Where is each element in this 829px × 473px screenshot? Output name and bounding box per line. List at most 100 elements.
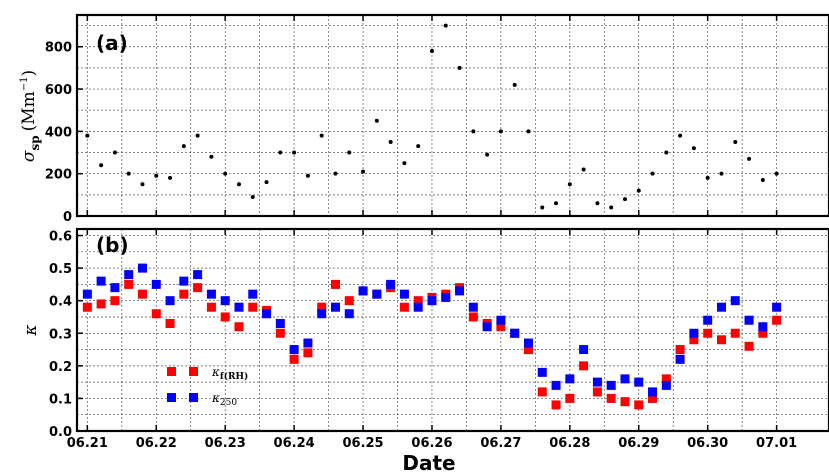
panel-a-point — [636, 188, 641, 193]
kappa-frh-point — [620, 397, 630, 407]
kappa-250-point — [151, 279, 161, 289]
kappa-frh-point — [179, 289, 189, 299]
kappa-frh-point — [151, 309, 161, 319]
kappa-frh-point — [606, 393, 616, 403]
kappa-frh-point — [124, 279, 134, 289]
kappa-frh-point — [317, 302, 327, 312]
panel-b: 06.21 06.22 06.23 06.24 06.25 06.26 06.27 06.28… — [21, 227, 829, 473]
panel-a-point — [305, 173, 310, 178]
panel-a-point — [402, 161, 407, 166]
kappa-frh-point — [537, 387, 547, 397]
panel-a-point — [278, 150, 283, 155]
kappa-250-point — [648, 387, 658, 397]
kappa-frh-point — [634, 400, 644, 410]
panel-a-point — [774, 171, 779, 176]
panel-a-point — [540, 205, 545, 210]
legend-item-kappa-250: κ250 — [167, 391, 237, 408]
legend-item-kappa-frh: κf(RH) — [167, 365, 248, 382]
kappa-frh-point — [675, 345, 685, 355]
kappa-250-point — [399, 289, 409, 299]
kappa-250-point — [565, 374, 575, 384]
kappa-frh-point — [730, 328, 740, 338]
panel-b-label: (b) — [96, 233, 129, 257]
panel-a-point — [678, 133, 683, 138]
legend-marker-red-2 — [189, 367, 198, 376]
panel-a-point — [429, 48, 434, 53]
kappa-250-point — [579, 345, 589, 355]
panel-a-point — [333, 171, 338, 176]
panel-a-point — [140, 182, 145, 187]
kappa-frh-point — [248, 302, 258, 312]
panel-a-point — [236, 182, 241, 187]
panel-b-grid — [77, 229, 829, 431]
panel-b-y-tick-label: 0.6 — [49, 230, 72, 245]
kappa-frh-point — [303, 348, 313, 358]
panel-a-point — [181, 144, 186, 149]
panel-a-ticks: 0 200 400 600 800 — [45, 15, 778, 225]
x-tick-label: 06.21 — [67, 436, 108, 451]
panel-a-point — [443, 23, 448, 28]
x-tick-label: 06.27 — [480, 436, 521, 451]
kappa-250-point — [372, 289, 382, 299]
panel-a-point — [650, 171, 655, 176]
panel-a-point — [760, 178, 765, 183]
kappa-250-point — [165, 296, 175, 306]
panel-a-frame — [75, 13, 829, 218]
kappa-250-point — [179, 276, 189, 286]
x-axis-label: Date — [402, 451, 455, 473]
panel-a-y-tick-label: 600 — [45, 83, 72, 98]
kappa-frh-point — [468, 312, 478, 322]
kappa-250-point — [289, 345, 299, 355]
kappa-frh-point — [137, 289, 147, 299]
panel-a-point — [347, 150, 352, 155]
kappa-250-point — [606, 380, 616, 390]
panel-a-point — [498, 129, 503, 134]
panel-a-point — [664, 150, 669, 155]
panel-a-point — [485, 152, 490, 157]
kappa-frh-point — [82, 302, 92, 312]
kappa-250-point — [634, 377, 644, 387]
kappa-frh-point — [344, 296, 354, 306]
legend: κf(RH) κ250 — [167, 365, 248, 408]
panel-a-label: (a) — [96, 31, 128, 55]
kappa-250-point — [716, 302, 726, 312]
kappa-250-point — [703, 315, 713, 325]
kappa-250-point — [262, 309, 272, 319]
kappa-frh-point — [206, 302, 216, 312]
kappa-frh-point — [565, 393, 575, 403]
x-tick-label: 06.28 — [549, 436, 590, 451]
kappa-250-point — [689, 328, 699, 338]
kappa-250-point — [234, 302, 244, 312]
panel-a-point — [609, 205, 614, 210]
kappa-250-point — [675, 354, 685, 364]
kappa-frh-point — [289, 354, 299, 364]
kappa-frh-point — [110, 296, 120, 306]
kappa-frh-point — [193, 283, 203, 293]
panel-a-point — [319, 133, 324, 138]
kappa-250-point — [468, 302, 478, 312]
kappa-250-point — [537, 367, 547, 377]
panel-a-y-tick-label: 200 — [45, 168, 72, 183]
kappa-250-point — [220, 296, 230, 306]
panel-a-point — [719, 171, 724, 176]
kappa-250-point — [455, 286, 465, 296]
kappa-frh-point — [716, 335, 726, 345]
panel-a-point — [416, 144, 421, 149]
panel-a-point — [747, 156, 752, 161]
kappa-250-point — [620, 374, 630, 384]
panel-b-y-tick-label: 0.5 — [49, 262, 72, 277]
x-tick-label: 06.26 — [411, 436, 452, 451]
panel-a-point — [292, 150, 297, 155]
panel-a-y-tick-label: 800 — [45, 41, 72, 56]
kappa-250-point — [206, 289, 216, 299]
kappa-frh-point — [758, 328, 768, 338]
x-tick-label: 06.24 — [274, 436, 315, 451]
legend-label-kappa-250: κ250 — [211, 391, 237, 408]
kappa-frh-point — [689, 335, 699, 345]
panel-a-y-axis-label: σsp(Mm−1) — [19, 70, 42, 162]
kappa-250-point — [82, 289, 92, 299]
panel-a-point — [195, 133, 200, 138]
panel-a-y-tick-label: 400 — [45, 125, 72, 140]
x-tick-label: 06.29 — [618, 436, 659, 451]
panel-a-point — [471, 129, 476, 134]
